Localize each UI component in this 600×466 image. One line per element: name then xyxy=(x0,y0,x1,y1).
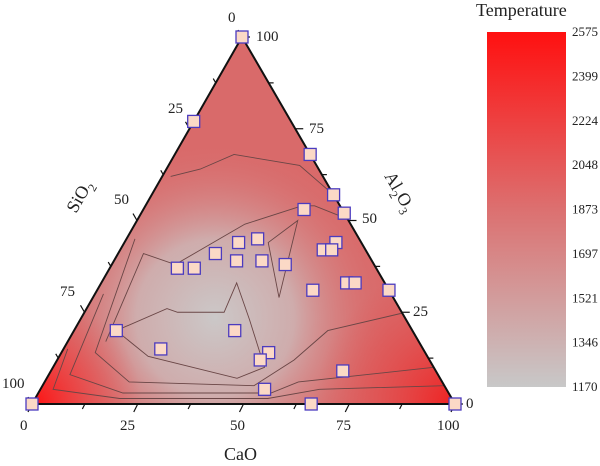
contour-line xyxy=(94,238,407,387)
bottom-tick xyxy=(238,403,245,413)
bottom-tick-label: 50 xyxy=(230,418,245,434)
data-point xyxy=(304,397,318,411)
colorbar-tick-label: 1873 xyxy=(572,202,598,217)
data-point xyxy=(326,188,341,202)
bottom-tick-label: 100 xyxy=(437,418,460,434)
data-point xyxy=(154,342,168,356)
colorbar-tick-label: 2224 xyxy=(572,113,599,128)
data-point xyxy=(228,323,242,338)
data-point xyxy=(306,283,320,297)
bottom-tick xyxy=(133,403,139,413)
right-axis-title: Al2O3 xyxy=(377,168,419,217)
left-tick-label: 0 xyxy=(228,10,236,26)
left-tick-label: 100 xyxy=(2,376,25,392)
data-point xyxy=(336,364,350,378)
data-point xyxy=(109,323,123,338)
colorbar-tick-label: 2048 xyxy=(572,157,598,172)
bottom-tick xyxy=(344,403,350,413)
data-point xyxy=(229,254,244,268)
left-tick xyxy=(79,304,86,313)
contour-line xyxy=(115,281,266,379)
data-point xyxy=(235,30,249,44)
data-point xyxy=(170,261,185,275)
right-tick-label: 50 xyxy=(362,211,377,227)
data-point xyxy=(348,276,362,290)
data-point xyxy=(208,246,223,261)
contour-line xyxy=(105,205,343,342)
bottom-tick xyxy=(399,403,403,410)
colorbar-title: Temperature xyxy=(476,0,567,20)
data-point xyxy=(278,257,292,272)
bottom-tick-label: 0 xyxy=(20,418,28,434)
left-axis-tick-labels: 0 25 50 75 100 xyxy=(2,10,236,392)
left-tick xyxy=(55,353,59,359)
bottom-tick xyxy=(187,403,192,410)
colorbar-tick-label: 1346 xyxy=(572,335,599,350)
right-tick-label: 100 xyxy=(256,29,279,45)
left-tick xyxy=(160,169,164,175)
colorbar-tick-label: 1697 xyxy=(572,246,599,261)
data-point xyxy=(257,382,272,396)
colorbar-gradient xyxy=(487,32,566,387)
data-point xyxy=(255,254,269,268)
left-tick xyxy=(132,213,138,221)
data-point xyxy=(25,397,39,411)
left-tick xyxy=(107,261,112,267)
colorbar-tick-label: 2575 xyxy=(572,24,598,39)
data-point xyxy=(325,243,339,257)
bottom-tick-label: 75 xyxy=(336,418,351,434)
bottom-tick xyxy=(293,403,297,410)
right-tick-label: 0 xyxy=(466,396,474,412)
contour-line xyxy=(52,348,445,399)
colorbar: Temperature 2575 2399 2224 2048 1873 1697 1521… xyxy=(476,0,599,394)
contour-line xyxy=(69,293,434,394)
left-axis-title: SiO2 xyxy=(62,177,100,218)
left-tick xyxy=(212,78,217,84)
bottom-axis-tick-labels: 0 25 50 75 100 xyxy=(20,418,460,434)
right-tick-label: 75 xyxy=(309,121,324,137)
bottom-tick-label: 25 xyxy=(120,418,135,434)
data-point xyxy=(253,353,267,367)
data-point xyxy=(250,232,265,246)
colorbar-tick-label: 1521 xyxy=(572,290,598,305)
left-tick-label: 50 xyxy=(114,192,129,208)
data-points xyxy=(25,30,462,411)
contour-line xyxy=(170,153,334,196)
bottom-axis-title: CaO xyxy=(224,444,257,464)
data-point xyxy=(187,261,201,275)
data-point xyxy=(382,283,396,297)
data-point xyxy=(337,206,351,220)
data-point xyxy=(297,202,311,217)
bottom-tick xyxy=(81,403,86,410)
data-point xyxy=(187,114,201,129)
data-point xyxy=(231,235,246,250)
data-point xyxy=(303,147,317,162)
left-tick-label: 75 xyxy=(60,284,75,300)
right-tick-label: 25 xyxy=(413,304,428,320)
right-axis-tick-labels: 0 25 50 75 100 xyxy=(256,29,474,412)
left-tick-label: 25 xyxy=(168,101,183,117)
colorbar-tick-label: 2399 xyxy=(572,68,598,83)
colorbar-tick-label: 1170 xyxy=(572,379,598,394)
data-point xyxy=(448,397,462,411)
